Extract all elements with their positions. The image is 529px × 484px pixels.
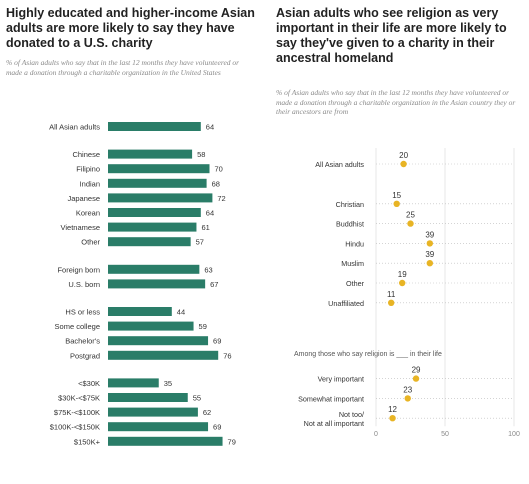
data-label: 59 [199,322,207,331]
right-chart-subtitle: % of Asian adults who say that in the la… [276,88,516,116]
data-point [412,375,420,382]
data-label: 67 [210,280,218,289]
category-label: Not too/ [339,410,364,419]
bar [108,407,198,417]
right-chart-title: Asian adults who see religion as very im… [276,6,507,65]
category-label: $75K-<$100K [54,408,100,417]
data-label: 64 [206,123,214,132]
data-point [426,240,434,247]
data-label: 63 [204,265,212,274]
tick-label: 100 [508,431,520,438]
data-point [404,395,411,402]
category-label: Postgrad [70,351,100,360]
bar [108,122,201,131]
category-label: Other [346,279,365,288]
bar [108,164,210,174]
bar [108,149,193,159]
category-label: U.S. born [68,280,100,289]
bar [108,178,207,188]
category-label: Korean [76,209,100,218]
bar [108,336,209,346]
data-point [400,160,407,168]
data-label: 25 [406,211,415,220]
data-label: 39 [425,250,434,259]
data-label: 62 [203,408,211,417]
category-label: <$30K [78,379,100,388]
data-label: 69 [213,423,221,432]
data-point [407,220,414,227]
data-label: 57 [196,238,204,247]
bar [108,222,197,232]
bar [108,237,191,247]
data-label: 58 [197,150,205,159]
category-label: Unaffiliated [328,299,364,308]
category-label: $100K-<$150K [50,423,100,432]
category-label: Other [81,238,100,247]
category-label: Somewhat important [298,394,364,403]
data-point [393,200,400,207]
data-label: 76 [223,351,231,360]
category-label: $150K+ [74,437,101,446]
data-point [389,415,396,422]
data-label: 68 [212,179,220,188]
bar [108,208,201,217]
data-label: 29 [412,366,421,375]
tick-label: 0 [374,431,378,438]
category-label: Muslim [341,259,364,268]
data-point [387,299,395,306]
bar [108,193,213,203]
category-label: Filipino [76,165,100,174]
data-label: 55 [193,394,201,403]
data-label: 64 [206,209,214,218]
data-label: 35 [164,379,172,388]
data-label: 19 [398,270,407,279]
bar [108,307,172,316]
category-label: Foreign born [57,265,100,274]
left-chart-subtitle: % of Asian adults who say that in the la… [6,58,240,77]
category-label: Bachelor's [65,337,100,346]
data-label: 11 [387,290,396,299]
category-label: Buddhist [336,220,364,229]
bar [108,279,206,289]
left-bar-chart: All Asian adults 64 Chinese 58 Filipino 70 Ind… [49,122,236,446]
category-label: Hindu [345,239,364,248]
data-label: 61 [201,223,209,232]
category-label: All Asian adults [49,123,100,132]
category-label: Some college [55,322,100,331]
bar [108,422,209,432]
category-label: Vietnamese [61,223,100,232]
data-point [399,279,406,287]
data-label: 70 [215,165,223,174]
data-label: 69 [213,337,221,346]
bar [108,393,188,402]
data-label: 72 [217,194,225,203]
data-label: 79 [228,437,236,446]
category-label: Indian [80,179,100,188]
left-chart-title: Highly educated and higher-income Asian … [6,6,255,50]
bar [108,264,200,274]
bar [108,350,219,360]
data-label: 39 [425,230,434,239]
data-label: 23 [403,385,412,394]
religion-importance-note: Among those who say religion is ___ in t… [294,351,442,358]
bar [108,321,194,331]
category-label: $30K-<$75K [58,394,100,403]
data-label: 44 [177,308,185,317]
data-label: 15 [392,191,401,200]
bar [108,378,159,388]
data-label: 12 [388,405,397,414]
bar [108,436,223,446]
category-label: Chinese [72,150,100,159]
category-label: Christian [336,200,364,209]
data-label: 20 [399,151,408,160]
category-label: Very important [318,375,364,384]
tick-label: 50 [441,431,449,438]
category-label: All Asian adults [315,160,364,169]
category-label: Japanese [67,194,100,203]
right-dot-chart: 0 50 100 All Asian adults 20 Christian 15 Buddh… [298,148,520,438]
category-label: Not at all important [304,419,364,428]
category-label: HS or less [65,308,100,317]
data-point [426,260,434,267]
